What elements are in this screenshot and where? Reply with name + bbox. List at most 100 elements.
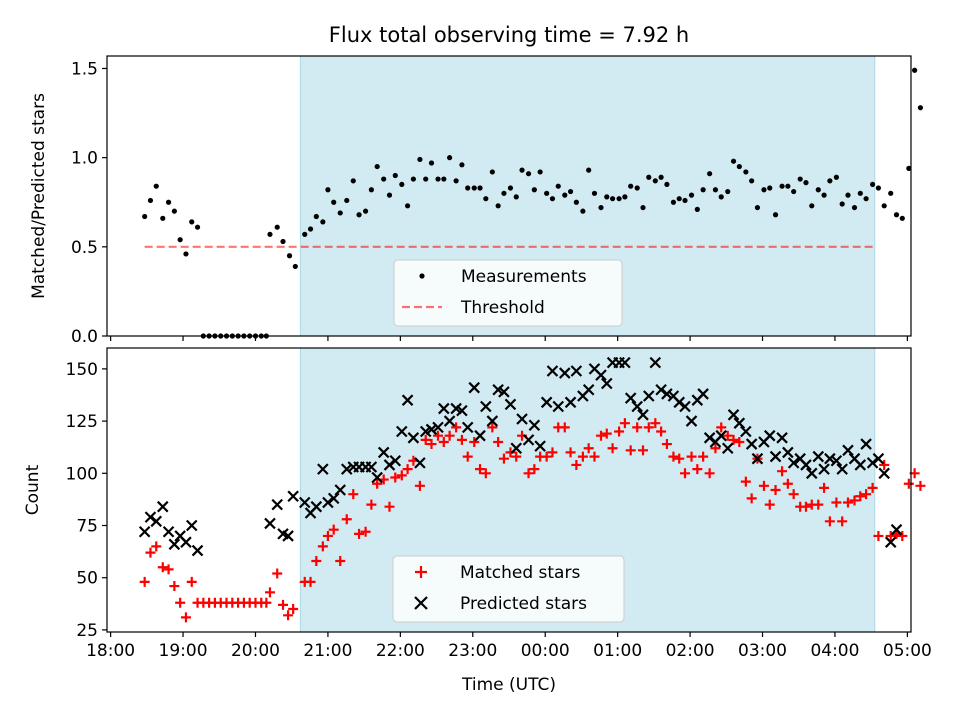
measurement-point — [658, 174, 664, 180]
measurement-point — [337, 210, 343, 216]
x-tick-label: 21:00 — [303, 641, 352, 661]
measurement-point — [404, 203, 411, 209]
matched-star-point — [139, 576, 150, 587]
predicted-star-point — [162, 525, 175, 538]
matched-star-point — [674, 453, 685, 464]
predicted-star-point — [340, 463, 353, 475]
measurement-point — [362, 208, 369, 214]
axes-frame — [106, 55, 912, 337]
matched-star-point — [734, 436, 745, 447]
measurement-point — [459, 162, 465, 168]
panel-ratio: 0.0 0.5 1.0 1.5 Matched/Predicted stars Measu… — [29, 55, 924, 347]
predicted-star-point — [830, 454, 843, 467]
measurement-point — [428, 160, 435, 166]
matched-star-point — [396, 470, 407, 481]
y-tick-label: 100 — [66, 464, 98, 484]
y-tick-label: 0.5 — [71, 238, 98, 258]
predicted-star-point — [673, 396, 685, 409]
measurement-point — [447, 155, 453, 161]
matched-star-point — [625, 445, 636, 456]
matched-star-point — [819, 482, 830, 493]
measurement-point — [489, 169, 495, 175]
legend-measurement-marker — [419, 273, 425, 279]
measurement-point — [267, 231, 273, 237]
predicted-star-point — [383, 459, 396, 471]
matched-star-point — [328, 524, 339, 535]
predicted-star-point — [661, 388, 673, 400]
measurement-point — [906, 165, 912, 171]
predicted-star-point — [480, 400, 492, 413]
predicted-star-point — [878, 467, 890, 480]
matched-star-point — [746, 493, 757, 504]
legend-box — [392, 555, 625, 623]
measurement-point — [725, 188, 731, 195]
measurement-point — [718, 194, 724, 200]
measurement-point — [875, 185, 882, 191]
measurement-point — [707, 171, 713, 177]
measurement-point — [320, 219, 326, 225]
matched-star-point — [824, 516, 835, 527]
measurement-point — [501, 190, 507, 196]
predicted-star-point — [740, 425, 752, 438]
predicted-star-point — [264, 517, 276, 530]
measurement-point — [797, 176, 803, 182]
matched-star-point — [163, 564, 174, 575]
legend: Measurements Threshold — [393, 259, 623, 327]
predicted-star-point — [414, 457, 426, 469]
matched-star-point — [420, 434, 431, 445]
measurement-point — [640, 204, 646, 211]
measurement-point — [417, 156, 423, 163]
predicted-star-point — [138, 525, 151, 538]
predicted-star-point — [564, 396, 577, 409]
matched-star-point — [770, 485, 781, 495]
matched-star-point — [813, 499, 824, 510]
measurement-point — [598, 204, 604, 211]
matched-star-point — [505, 447, 516, 458]
matched-star-point — [433, 430, 444, 441]
x-tick-label: 19:00 — [159, 641, 208, 661]
predicted-star-point — [516, 413, 528, 425]
matched-star-point — [758, 480, 769, 491]
matched-star-point — [335, 556, 346, 566]
matched-star-point — [529, 464, 540, 475]
predicted-star-point — [468, 381, 481, 394]
matched-star-point — [426, 439, 437, 450]
y-tick-label: 0.0 — [71, 327, 98, 347]
measurement-point — [147, 197, 154, 204]
measurement-point — [507, 185, 514, 191]
matched-star-point — [384, 501, 395, 512]
matched-star-point — [493, 436, 504, 447]
predicted-star-point — [389, 454, 402, 467]
predicted-star-point — [715, 429, 728, 442]
predicted-star-point — [751, 452, 764, 465]
predicted-star-point — [371, 471, 383, 484]
predicted-star-point — [570, 365, 583, 377]
measurement-point — [567, 188, 574, 195]
measurement-point — [664, 181, 670, 188]
matched-star-point — [782, 478, 793, 489]
matched-star-point — [469, 436, 480, 447]
matched-star-point — [680, 468, 691, 479]
measurement-point — [616, 196, 622, 202]
measurement-point — [171, 208, 177, 214]
measurement-point — [609, 196, 616, 202]
predicted-star-point — [818, 463, 830, 475]
predicted-star-point — [769, 450, 782, 463]
measurement-point — [513, 194, 519, 200]
matched-star-point — [444, 430, 455, 441]
predicted-star-point — [601, 377, 613, 390]
measurement-point — [280, 238, 286, 245]
measurement-point — [676, 196, 682, 202]
predicted-star-point — [805, 467, 818, 480]
predicted-star-point — [552, 400, 565, 413]
matched-star-point — [414, 480, 425, 491]
y-tick-label: 1.5 — [71, 59, 98, 79]
predicted-star-point — [836, 463, 848, 475]
matched-star-point — [897, 530, 908, 541]
chart-title: Flux total observing time = 7.92 h — [329, 23, 689, 47]
measurement-point — [779, 183, 785, 189]
matched-star-point — [322, 530, 333, 541]
measurement-point — [772, 212, 779, 218]
measurement-point — [839, 201, 845, 207]
predicted-star-point — [824, 452, 836, 465]
